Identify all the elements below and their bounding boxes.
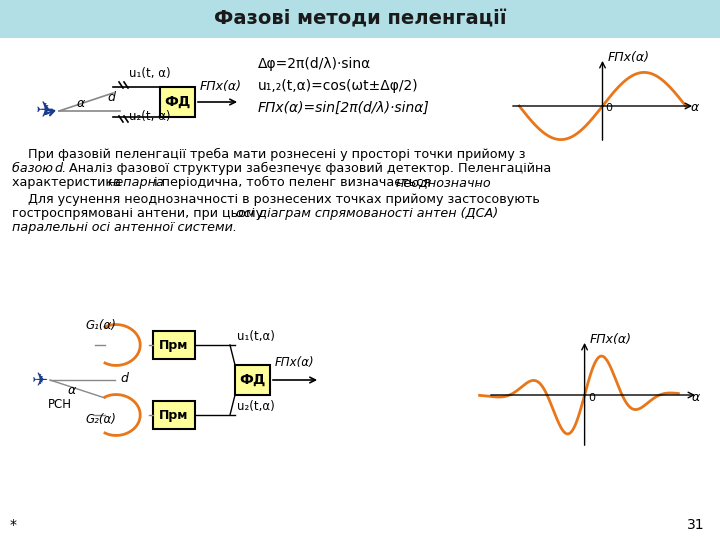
Text: FΠx(α): FΠx(α) [590,333,631,346]
Text: паралельні осі антенної системи.: паралельні осі антенної системи. [12,221,237,234]
Text: α: α [77,97,85,110]
Text: Фазові методи пеленгації: Фазові методи пеленгації [214,10,506,29]
Text: Δφ=2π(d/λ)·sinα: Δφ=2π(d/λ)·sinα [258,57,372,71]
Text: 0: 0 [606,103,613,113]
Text: ✈: ✈ [36,101,54,121]
Bar [0,0,720,38]
Text: *: * [10,518,17,532]
Text: і періодична, тобто пеленг визначається: і періодична, тобто пеленг визначається [150,176,435,189]
Text: Прм: Прм [159,339,189,352]
Text: u₁,₂(t,α)=cos(ωt±Δφ/2): u₁,₂(t,α)=cos(ωt±Δφ/2) [258,79,418,93]
Text: базою: базою [12,162,57,175]
Text: РСН: РСН [48,398,72,411]
Text: Аналіз фазової структури забезпечує фазовий детектор. Пеленгаційна: Аналіз фазової структури забезпечує фазо… [65,162,552,175]
Text: Прм: Прм [159,408,189,422]
Text: α: α [691,101,699,114]
Text: 31: 31 [688,518,705,532]
Text: FΠx(α): FΠx(α) [200,80,242,93]
Text: d: d [107,91,115,104]
Bar [160,87,195,117]
Bar [153,401,195,429]
Text: FΠx(α): FΠx(α) [275,356,315,369]
Text: 0: 0 [589,393,595,403]
Text: ФД: ФД [239,373,266,387]
Text: характеристика: характеристика [12,176,125,189]
Text: u₁(t, α): u₁(t, α) [129,67,171,80]
Text: FΠx(α)=sin[2π(d/λ)·sinα]: FΠx(α)=sin[2π(d/λ)·sinα] [258,101,430,115]
Text: гостроспрямовані антени, при цьому: гостроспрямовані антени, при цьому [12,207,267,220]
Text: u₁(t,α): u₁(t,α) [237,330,275,343]
Text: G₁(α): G₁(α) [85,319,116,332]
Text: α: α [692,391,701,404]
Text: d.: d. [54,162,66,175]
Text: u₂(t,α): u₂(t,α) [237,400,275,413]
Text: .: . [476,176,480,189]
Text: d: d [120,372,128,385]
Text: ✈: ✈ [32,370,48,389]
Text: Для усунення неоднозначності в рознесених точках прийому застосовують: Для усунення неоднозначності в рознесени… [12,193,540,206]
Text: G₂(α): G₂(α) [85,413,116,426]
Text: При фазовій пеленгації треба мати рознесені у просторі точки прийому з: При фазовій пеленгації треба мати рознес… [12,148,526,161]
Text: неоднозначно: неоднозначно [396,176,492,189]
Text: u₂(t, α): u₂(t, α) [129,110,171,123]
Text: непарна: непарна [108,176,165,189]
Bar [153,331,195,359]
Bar [235,365,270,395]
Text: осі діаграм спрямованості антен (ДСА): осі діаграм спрямованості антен (ДСА) [236,207,498,220]
Text: α: α [68,384,76,397]
Text: ФД: ФД [164,95,191,109]
Text: FΠx(α): FΠx(α) [608,51,649,64]
